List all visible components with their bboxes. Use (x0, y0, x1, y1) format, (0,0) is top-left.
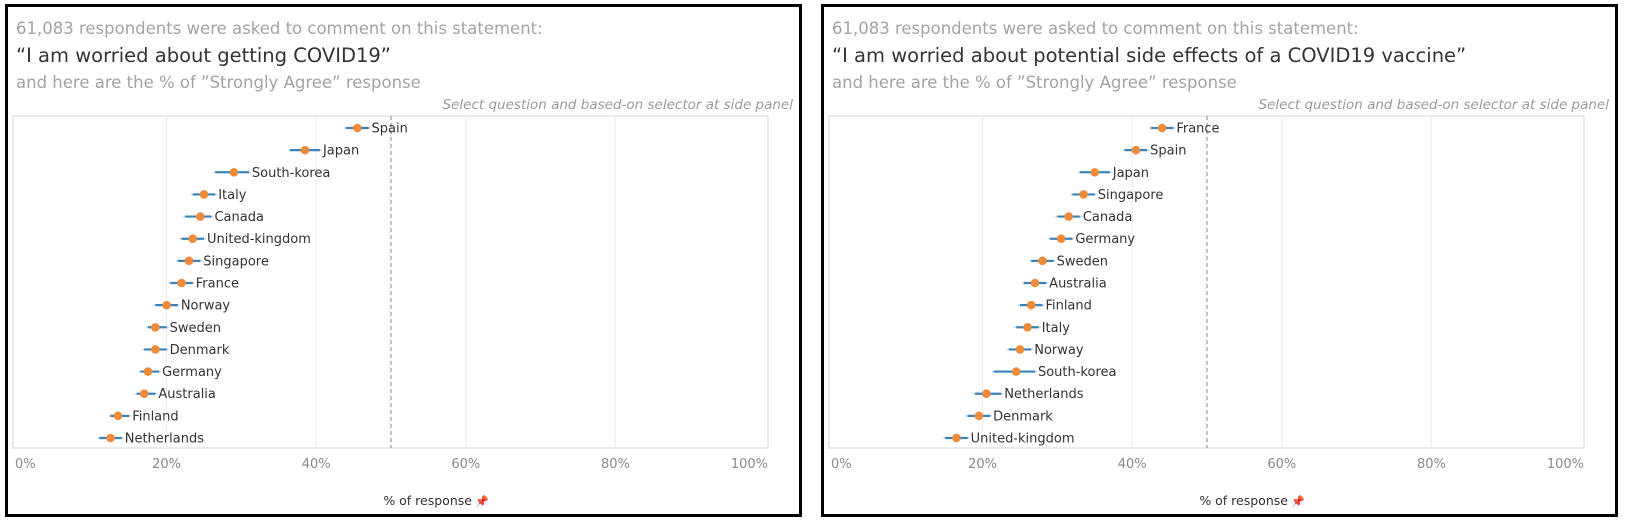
data-point[interactable] (1026, 300, 1036, 310)
data-point[interactable] (229, 167, 239, 177)
x-tick-label: 100% (731, 457, 768, 472)
data-point[interactable] (952, 433, 961, 443)
data-point[interactable] (151, 322, 160, 332)
x-axis-title[interactable]: % of response 📌 (1152, 493, 1352, 508)
data-point[interactable] (353, 123, 362, 133)
x-tick-label: 60% (1267, 457, 1296, 472)
data-point[interactable] (1030, 278, 1040, 288)
category-label: Canada (214, 210, 263, 225)
category-label: South-korea (252, 166, 331, 181)
data-point[interactable] (184, 256, 194, 266)
x-tick-label: 0% (15, 457, 36, 472)
data-point[interactable] (974, 411, 984, 421)
chart-subtitle: and here are the % of ”Strongly Agree” r… (16, 73, 421, 92)
data-point[interactable] (139, 389, 149, 399)
x-tick-label: 60% (451, 457, 480, 472)
pin-icon[interactable]: 📌 (474, 495, 489, 508)
chart-panel-vaccine-side-effects: 61,083 respondents were asked to comment… (821, 4, 1618, 517)
category-label: Australia (1049, 277, 1107, 292)
category-label: Australia (158, 387, 216, 402)
x-tick-label: 20% (968, 457, 997, 472)
respondents-intro: 61,083 respondents were asked to comment… (832, 19, 1359, 38)
data-point[interactable] (300, 145, 310, 155)
data-point[interactable] (162, 300, 171, 310)
x-axis-title-text: % of response (383, 493, 472, 508)
data-point[interactable] (1023, 322, 1032, 332)
data-point[interactable] (195, 212, 205, 221)
category-label: Singapore (203, 254, 269, 269)
x-axis-title[interactable]: % of response 📌 (336, 493, 536, 508)
x-tick-label: 40% (1118, 457, 1147, 472)
data-point[interactable] (106, 433, 115, 443)
x-tick-label: 100% (1547, 457, 1584, 472)
data-point[interactable] (177, 278, 186, 288)
data-point[interactable] (143, 367, 153, 376)
category-label: Norway (1034, 343, 1084, 358)
data-point[interactable] (113, 411, 123, 421)
x-tick-label: 80% (1417, 457, 1446, 472)
x-tick-label: 40% (302, 457, 331, 472)
category-label: Germany (1075, 232, 1135, 247)
category-label: Germany (162, 365, 222, 380)
respondents-intro: 61,083 respondents were asked to comment… (16, 19, 543, 38)
pin-icon[interactable]: 📌 (1290, 495, 1305, 508)
data-point[interactable] (151, 345, 160, 354)
category-label: Finland (132, 409, 178, 424)
category-label: Netherlands (125, 432, 204, 447)
data-point[interactable] (188, 234, 198, 244)
category-label: Japan (322, 144, 359, 159)
category-label: Finland (1045, 299, 1091, 314)
data-point[interactable] (1157, 123, 1167, 133)
selector-note: Select question and based-on selector at… (442, 97, 793, 113)
data-point[interactable] (982, 389, 991, 399)
data-point[interactable] (1056, 234, 1066, 244)
data-point[interactable] (1090, 167, 1100, 177)
data-point[interactable] (199, 190, 209, 199)
selector-note: Select question and based-on selector at… (1258, 97, 1609, 113)
x-tick-label: 20% (152, 457, 181, 472)
data-point[interactable] (1064, 212, 1073, 221)
category-label: Canada (1083, 210, 1132, 225)
category-label: Sweden (170, 321, 221, 336)
category-label: Japan (1112, 166, 1149, 181)
category-label: France (196, 277, 239, 292)
category-label: Spain (1150, 144, 1186, 159)
category-label: United-kingdom (971, 432, 1075, 447)
data-point[interactable] (1015, 345, 1025, 354)
category-label: Denmark (170, 343, 230, 358)
dot-interval-plot: 0% 20% 40% 60% 80% 100% Spain Japan South-korea I… (12, 115, 769, 472)
category-label: Norway (181, 299, 231, 314)
category-label: Spain (372, 122, 408, 137)
category-label: Italy (1042, 321, 1071, 336)
category-label: United-kingdom (207, 232, 311, 247)
data-point[interactable] (1131, 145, 1141, 155)
question-title: “I am worried about getting COVID19” (16, 44, 391, 67)
x-axis-title-text: % of response (1199, 493, 1288, 508)
category-label: South-korea (1038, 365, 1117, 380)
category-label: Italy (218, 188, 247, 203)
category-label: Singapore (1098, 188, 1164, 203)
data-point[interactable] (1038, 256, 1047, 266)
x-tick-label: 0% (831, 457, 852, 472)
chart-panel-worried-covid: 61,083 respondents were asked to comment… (5, 4, 802, 517)
data-point[interactable] (1011, 367, 1021, 376)
category-label: Sweden (1057, 254, 1108, 269)
category-label: Denmark (993, 409, 1053, 424)
data-point[interactable] (1079, 190, 1088, 199)
chart-subtitle: and here are the % of ”Strongly Agree” r… (832, 73, 1237, 92)
x-tick-label: 80% (601, 457, 630, 472)
category-label: France (1176, 122, 1219, 137)
question-title: “I am worried about potential side effec… (832, 44, 1467, 67)
category-label: Netherlands (1004, 387, 1083, 402)
